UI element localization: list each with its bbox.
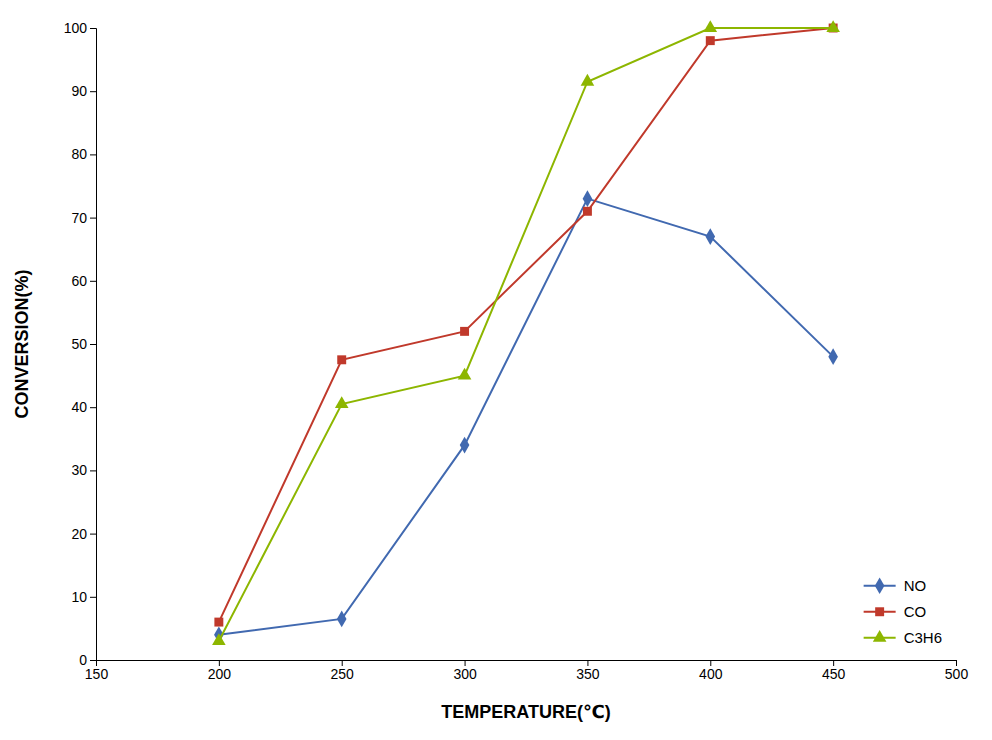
x-tick-label: 400	[699, 666, 723, 682]
y-tick-label: 30	[71, 462, 87, 478]
x-tick-label: 150	[85, 666, 109, 682]
series-marker	[706, 36, 715, 45]
y-tick: 10	[71, 589, 96, 605]
y-tick-mark	[90, 218, 96, 219]
y-tick: 100	[64, 20, 96, 36]
y-tick-mark	[90, 28, 96, 29]
series	[214, 24, 837, 627]
y-tick-label: 100	[64, 20, 88, 36]
y-tick-mark	[90, 407, 96, 408]
y-axis-title: CONVERSION(%)	[12, 269, 32, 418]
series-marker	[583, 207, 592, 216]
y-tick-label: 0	[79, 652, 87, 668]
y-tick-label: 70	[71, 210, 87, 226]
y-tick-label: 40	[71, 399, 87, 415]
series-marker	[337, 355, 346, 364]
plot-area	[212, 20, 840, 645]
legend-swatch-marker	[873, 630, 887, 642]
y-tick-label: 50	[71, 336, 87, 352]
x-tick: 200	[208, 660, 232, 682]
legend: NO CO C3H6	[864, 577, 942, 646]
x-tick-label: 500	[945, 666, 969, 682]
y-tick: 90	[71, 83, 96, 99]
y-tick-mark	[90, 534, 96, 535]
y-tick-mark	[90, 597, 96, 598]
series-line	[219, 28, 833, 622]
x-tick: 450	[822, 660, 846, 682]
y-tick: 0	[79, 652, 96, 668]
x-tick-label: 350	[576, 666, 600, 682]
y-tick-label: 10	[71, 589, 87, 605]
y-tick: 60	[71, 273, 96, 289]
series	[212, 20, 840, 645]
x-tick: 150	[85, 660, 109, 682]
series-marker	[826, 20, 840, 32]
series-marker	[458, 368, 472, 380]
y-tick: 70	[71, 210, 96, 226]
y-tick-mark	[90, 91, 96, 92]
y-tick: 50	[71, 336, 96, 352]
series-line	[219, 199, 833, 635]
x-tick-label: 300	[453, 666, 477, 682]
legend-label: C3H6	[904, 629, 942, 646]
series-marker	[828, 348, 838, 365]
x-tick: 250	[331, 660, 355, 682]
y-axis: 0 10 20 30 40 50 60 70 80 90 100	[64, 20, 97, 668]
series-marker	[212, 633, 226, 645]
y-tick-mark	[90, 154, 96, 155]
legend-item: CO	[864, 603, 927, 620]
x-tick: 400	[699, 660, 723, 682]
y-tick: 80	[71, 146, 96, 162]
y-tick-label: 20	[71, 526, 87, 542]
y-tick: 40	[71, 399, 96, 415]
y-axis-line	[90, 29, 97, 661]
legend-swatch-marker	[875, 607, 884, 616]
series-marker	[335, 396, 349, 408]
chart-container: 150 200 250 300 350 400 450 500 0 10 20 30 40 50 60 70 8…	[0, 0, 992, 740]
legend-label: NO	[904, 577, 927, 594]
x-tick: 300	[453, 660, 477, 682]
y-tick-label: 90	[71, 83, 87, 99]
y-tick-label: 60	[71, 273, 87, 289]
series-line	[219, 28, 833, 641]
series-marker	[460, 327, 469, 336]
y-tick: 30	[71, 462, 96, 478]
legend-item: C3H6	[864, 629, 942, 646]
x-tick-label: 200	[208, 666, 232, 682]
legend-label: CO	[904, 603, 927, 620]
y-tick-mark	[90, 660, 96, 661]
chart-svg: 150 200 250 300 350 400 450 500 0 10 20 30 40 50 60 70 8…	[0, 0, 992, 740]
series-marker	[705, 228, 715, 245]
series-marker	[583, 190, 593, 207]
x-axis: 150 200 250 300 350 400 450 500	[85, 660, 969, 682]
x-tick-label: 450	[822, 666, 846, 682]
y-tick-mark	[90, 344, 96, 345]
x-tick-label: 250	[331, 666, 355, 682]
y-tick: 20	[71, 526, 96, 542]
x-tick: 500	[945, 660, 969, 682]
series-marker	[581, 74, 595, 86]
series-marker	[703, 20, 717, 32]
y-tick-mark	[90, 470, 96, 471]
legend-swatch-marker	[875, 577, 885, 594]
y-tick-label: 80	[71, 146, 87, 162]
series-marker	[337, 611, 347, 628]
legend-item: NO	[864, 577, 927, 594]
series-marker	[214, 618, 223, 627]
x-tick: 350	[576, 660, 600, 682]
y-tick-mark	[90, 281, 96, 282]
series	[214, 190, 838, 643]
x-axis-title: TEMPERATURE(℃)	[441, 702, 610, 722]
series-marker	[460, 437, 470, 454]
